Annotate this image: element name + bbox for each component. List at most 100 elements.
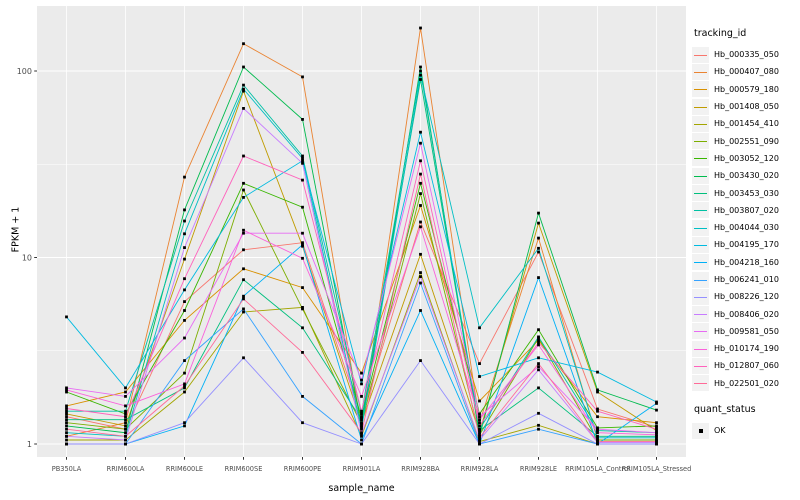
data-point bbox=[360, 422, 363, 426]
data-point bbox=[242, 310, 245, 314]
legend-item-Hb_008406_020: Hb_008406_020 bbox=[692, 305, 798, 323]
data-point bbox=[478, 399, 481, 403]
data-point bbox=[301, 157, 304, 160]
data-point bbox=[65, 390, 68, 394]
data-point bbox=[537, 338, 540, 342]
line-swatch-icon bbox=[692, 133, 709, 150]
line-swatch-icon bbox=[692, 202, 709, 219]
x-tick-label: RRIM600LE bbox=[166, 465, 203, 473]
data-point bbox=[360, 424, 363, 428]
data-point bbox=[478, 326, 481, 330]
data-point bbox=[301, 159, 304, 163]
data-point bbox=[360, 416, 363, 420]
data-point bbox=[242, 196, 245, 199]
legend-label: Hb_003807_020 bbox=[714, 205, 779, 215]
y-tick-label: 1 bbox=[27, 440, 32, 449]
data-point bbox=[419, 275, 422, 278]
legend: tracking_id Hb_000335_050 Hb_000407_080 Hb… bbox=[692, 28, 798, 439]
legend-title-tracking-id: tracking_id bbox=[694, 28, 747, 39]
data-point bbox=[301, 154, 304, 158]
y-axis-title: FPKM + 1 bbox=[10, 206, 22, 253]
data-point bbox=[242, 83, 245, 87]
data-point bbox=[419, 252, 422, 256]
data-point bbox=[124, 415, 127, 419]
data-point bbox=[301, 118, 304, 121]
data-point bbox=[301, 421, 304, 425]
legend-item-Hb_008226_120: Hb_008226_120 bbox=[692, 288, 798, 305]
data-point bbox=[124, 395, 127, 398]
x-tick-label: PB350LA bbox=[52, 465, 82, 473]
data-point bbox=[183, 288, 186, 292]
legend-item-Hb_000407_080: Hb_000407_080 bbox=[692, 63, 798, 80]
data-point bbox=[360, 442, 363, 446]
data-point bbox=[596, 438, 599, 442]
data-point bbox=[124, 418, 127, 422]
data-point bbox=[478, 429, 481, 432]
data-point bbox=[183, 421, 186, 425]
legend-label: Hb_022501_020 bbox=[714, 378, 779, 388]
data-point bbox=[301, 395, 304, 398]
data-point bbox=[419, 192, 422, 195]
data-point bbox=[655, 431, 658, 435]
data-point bbox=[242, 107, 245, 110]
data-point bbox=[183, 309, 186, 312]
data-point bbox=[183, 371, 186, 375]
data-point bbox=[478, 427, 481, 431]
data-point bbox=[124, 427, 127, 431]
x-tick-label: RRIM600LA bbox=[107, 465, 145, 473]
data-point bbox=[183, 246, 186, 249]
data-point bbox=[301, 75, 304, 79]
data-point bbox=[655, 434, 658, 438]
data-point bbox=[419, 181, 422, 185]
legend-label: Hb_000579_180 bbox=[714, 84, 779, 94]
line-swatch-icon bbox=[692, 306, 709, 323]
ok-square-point-icon bbox=[692, 422, 709, 439]
data-point bbox=[124, 431, 127, 435]
data-point bbox=[183, 386, 186, 390]
legend-label: Hb_003430_020 bbox=[714, 171, 779, 181]
data-point bbox=[596, 409, 599, 413]
data-point bbox=[360, 382, 363, 386]
data-point bbox=[301, 244, 304, 248]
data-point bbox=[301, 286, 304, 289]
legend-label: Hb_000335_050 bbox=[714, 50, 779, 60]
legend-item-Hb_001408_050: Hb_001408_050 bbox=[692, 98, 798, 115]
data-point bbox=[65, 442, 68, 446]
data-point bbox=[242, 297, 245, 301]
data-point bbox=[301, 326, 304, 330]
legend-label: Hb_003052_120 bbox=[714, 153, 779, 163]
data-point bbox=[596, 434, 599, 438]
data-point bbox=[537, 335, 540, 339]
data-point bbox=[242, 65, 245, 69]
data-point bbox=[537, 356, 540, 360]
data-point bbox=[419, 281, 422, 285]
legend-item-Hb_000579_180: Hb_000579_180 bbox=[692, 81, 798, 98]
data-point bbox=[360, 438, 363, 442]
data-point bbox=[655, 440, 658, 443]
legend-label: Hb_008406_020 bbox=[714, 309, 779, 319]
data-point bbox=[65, 404, 68, 408]
data-point bbox=[242, 87, 245, 91]
data-point bbox=[596, 415, 599, 419]
line-swatch-icon bbox=[692, 323, 709, 340]
data-point bbox=[419, 172, 422, 176]
data-point bbox=[537, 427, 540, 431]
data-point bbox=[301, 161, 304, 165]
data-point bbox=[596, 436, 599, 440]
line-swatch-icon bbox=[692, 236, 709, 253]
data-point bbox=[537, 236, 540, 240]
data-point bbox=[478, 362, 481, 365]
line-swatch-icon bbox=[692, 375, 709, 392]
data-point bbox=[183, 336, 186, 340]
legend-item-Hb_003430_020: Hb_003430_020 bbox=[692, 167, 798, 184]
data-point bbox=[242, 231, 245, 235]
data-point bbox=[360, 371, 363, 375]
data-point bbox=[419, 159, 422, 163]
data-point bbox=[183, 300, 186, 303]
data-point bbox=[242, 267, 245, 271]
line-swatch-icon bbox=[692, 185, 709, 202]
data-point bbox=[65, 407, 68, 410]
line-swatch-icon bbox=[692, 98, 709, 115]
line-swatch-icon bbox=[692, 150, 709, 167]
